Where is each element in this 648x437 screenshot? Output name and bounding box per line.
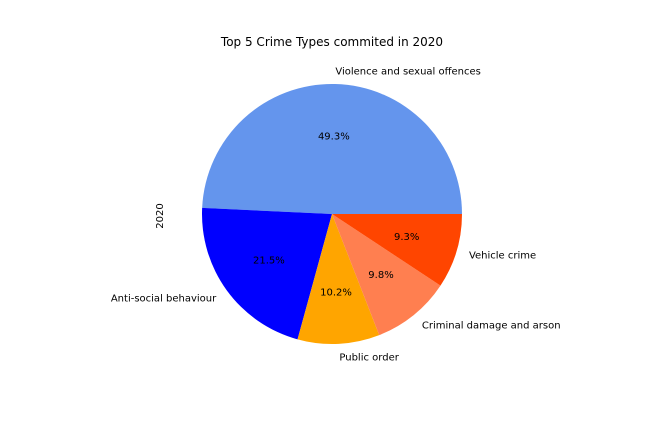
pie-labels: 49.3% Violence and sexual offences 21.5% An…	[111, 67, 561, 364]
pie-percent-label: 9.8%	[368, 270, 393, 281]
pie-slice-anti-social-behaviour	[202, 207, 332, 340]
pie-category-label: Anti-social behaviour	[111, 293, 217, 304]
y-axis-label: 2020	[155, 203, 166, 228]
pie-category-label: Criminal damage and arson	[422, 321, 561, 332]
pie-slices	[202, 84, 462, 345]
pie-slice-vehicle-crime	[332, 214, 462, 286]
chart-title: Top 5 Crime Types commited in 2020	[220, 35, 443, 49]
pie-percent-label: 21.5%	[253, 255, 285, 266]
pie-percent-label: 49.3%	[318, 132, 350, 143]
pie-category-label: Public order	[339, 352, 399, 363]
pie-category-label: Vehicle crime	[469, 251, 536, 262]
pie-slice-public-order	[297, 214, 380, 345]
pie-percent-label: 10.2%	[320, 287, 352, 298]
pie-slice-violence-and-sexual-offences	[202, 84, 462, 214]
pie-percent-label: 9.3%	[394, 232, 419, 243]
pie-category-label: Violence and sexual offences	[335, 67, 481, 78]
pie-slice-criminal-damage-and-arson	[332, 214, 441, 336]
